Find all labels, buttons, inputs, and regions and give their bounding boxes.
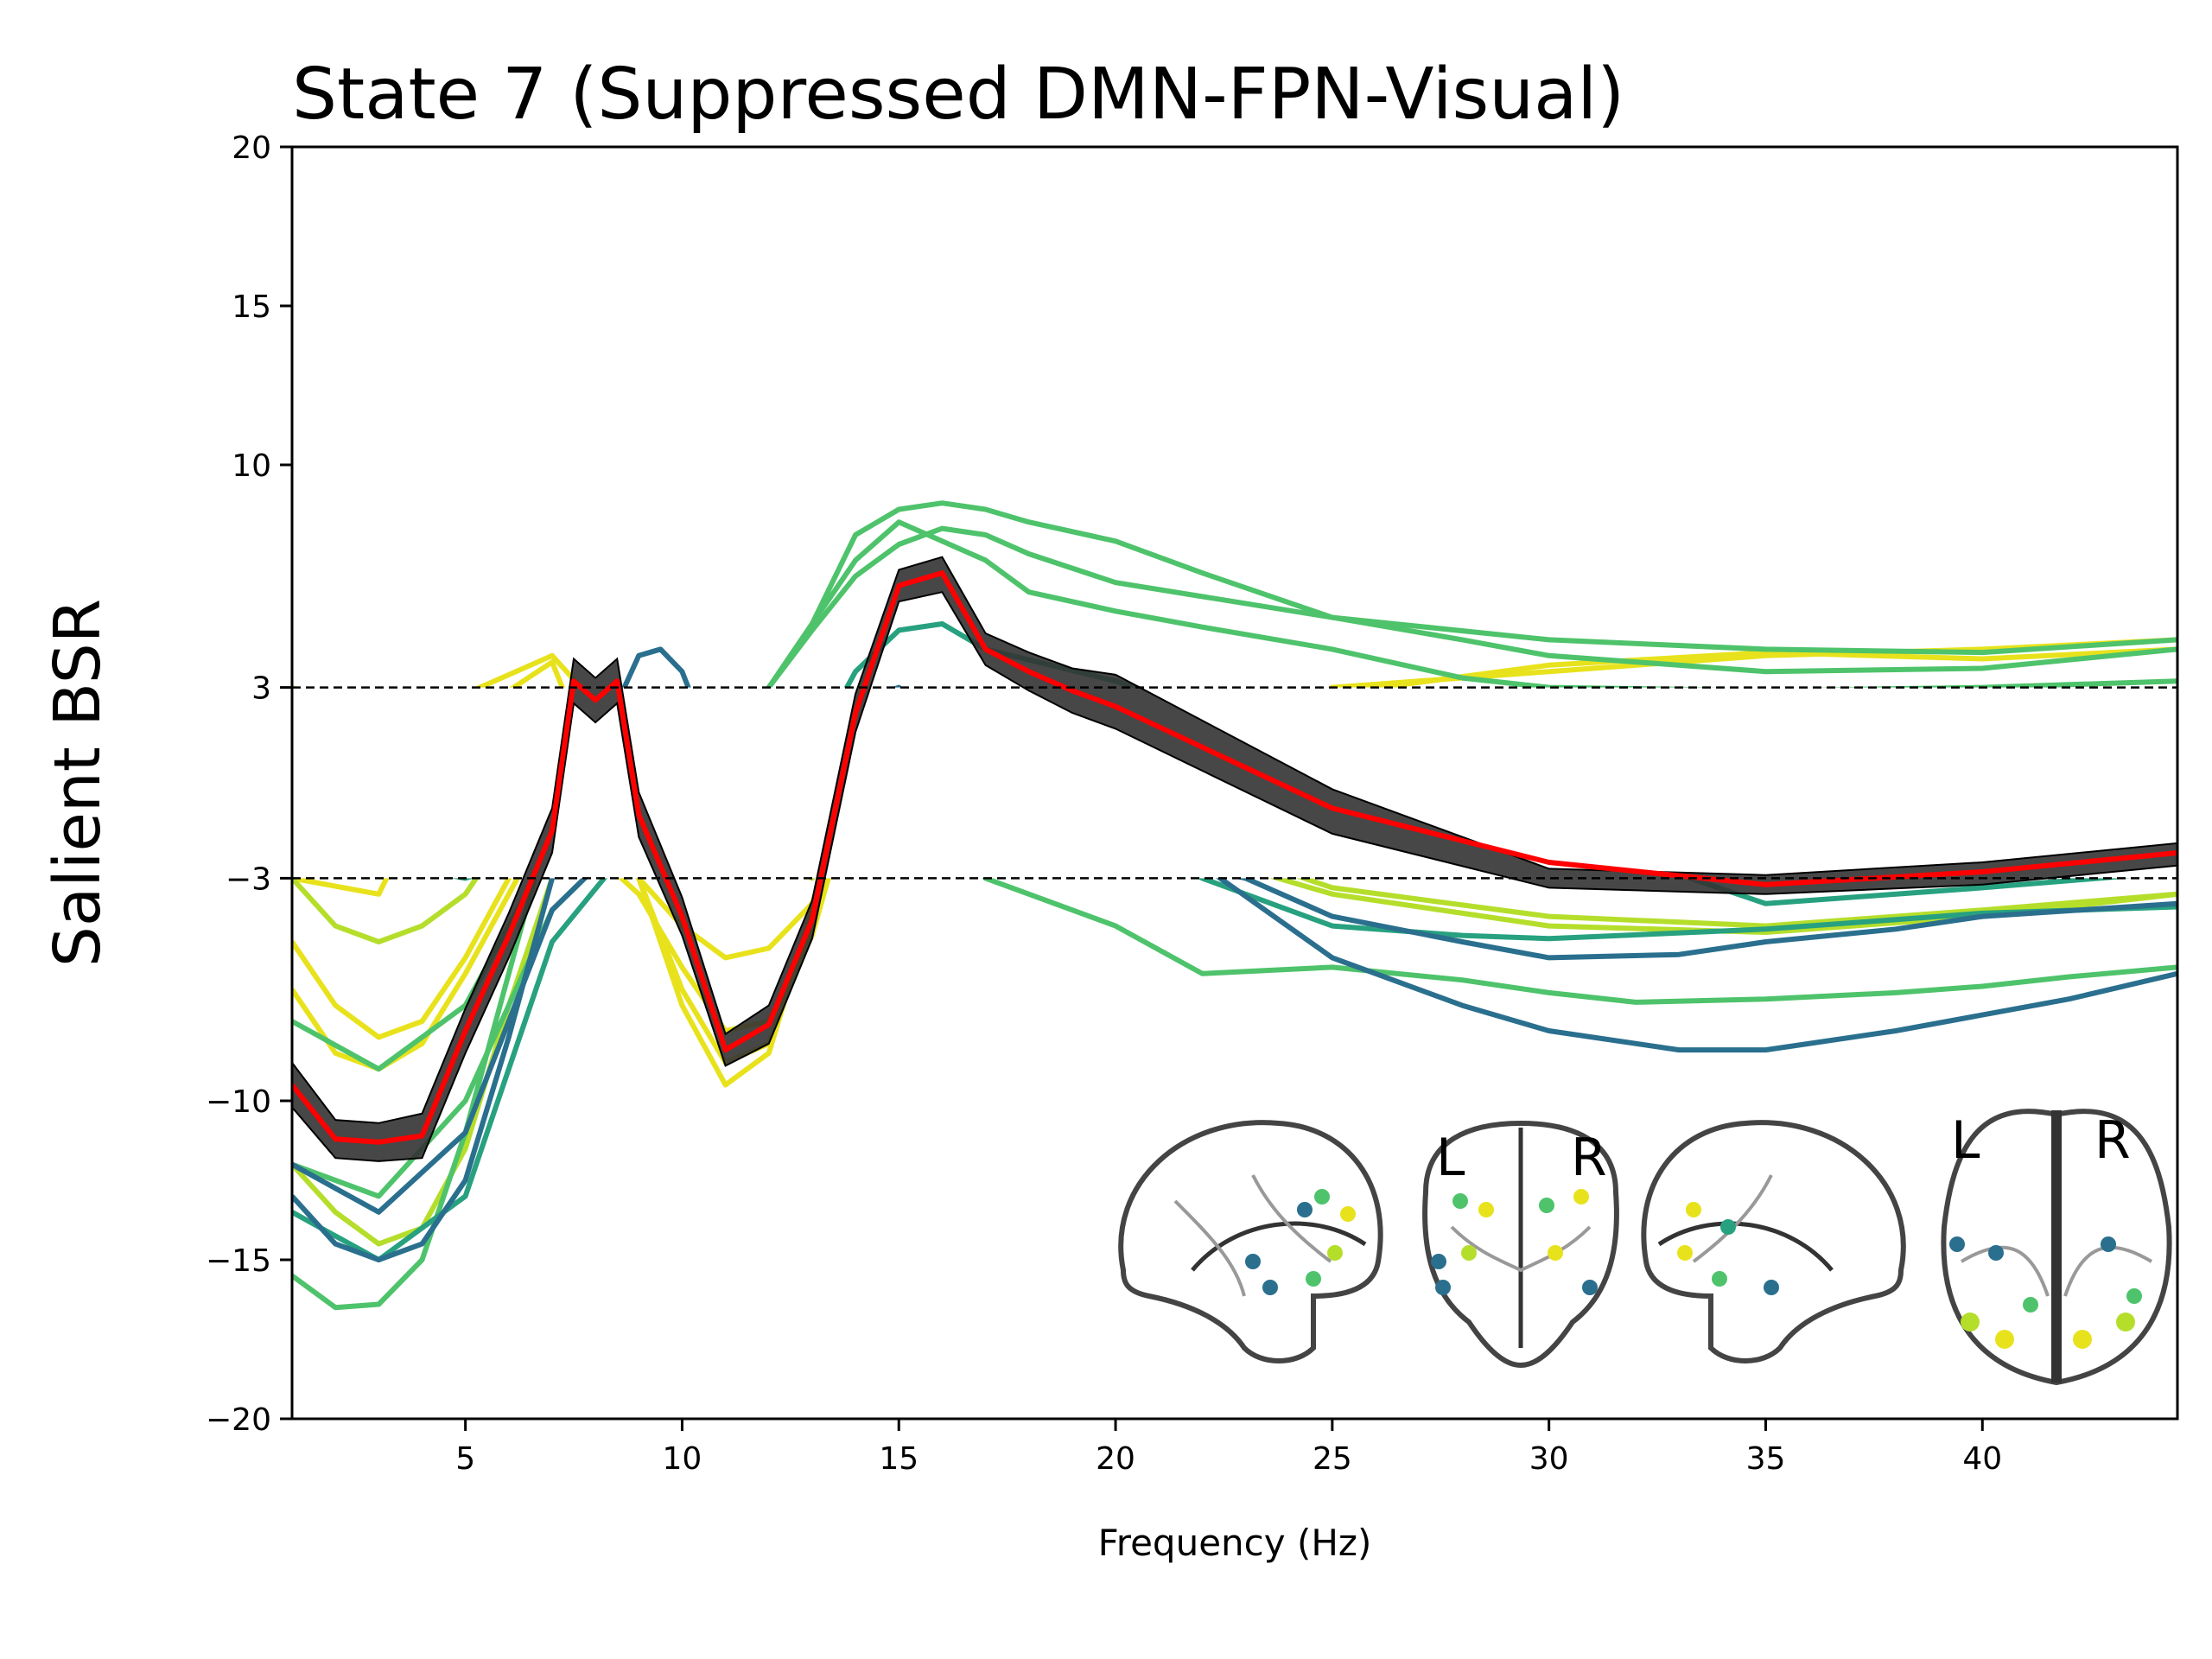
series-line-14 [292,780,2177,1215]
x-tick-label-30: 30 [1529,1441,1569,1477]
y-tick-label-6: 15 [232,289,271,325]
x-tick-label-20: 20 [1096,1441,1135,1477]
brain-coronal [1422,1120,1619,1369]
y-tick-label-1: −15 [206,1243,271,1279]
y-tick-label-7: 20 [232,130,271,166]
brain-sagittal-right [1641,1120,1906,1363]
x-tick-label-10: 10 [663,1441,702,1477]
y-axis-label: Salient BSR [41,599,115,967]
brain-axial [1941,1109,2172,1386]
brain-label-right-1: R [1571,1128,1607,1188]
brain-label-left-1: L [1436,1128,1465,1188]
series-line-7 [292,519,2177,1311]
x-tick-label-5: 5 [455,1441,475,1477]
x-tick-label-15: 15 [879,1441,918,1477]
series-layer [292,500,2177,1311]
brain-label-right-2: R [2094,1110,2131,1171]
brain-nodes [1245,1189,2142,1349]
plot-frame [290,145,2179,1421]
x-tick-label-35: 35 [1746,1441,1786,1477]
mean-series-line [292,570,2177,1145]
mean-layer [292,556,2177,1162]
y-axis: −20 −15 −10 −3 3 10 15 20 [206,130,292,1438]
brain-label-left-2: L [1951,1110,1980,1171]
x-axis-label: Frequency (Hz) [1098,1522,1372,1564]
y-tick-label-0: −20 [206,1402,271,1438]
y-tick-label-4: 3 [251,671,271,707]
plot-area [292,500,2177,1311]
y-tick-label-2: −10 [206,1084,271,1120]
chart-title: State 7 (Suppressed DMN-FPN-Visual) [292,54,1624,136]
x-tick-label-25: 25 [1313,1441,1352,1477]
x-tick-label-40: 40 [1962,1441,2002,1477]
y-tick-label-5: 10 [232,448,271,484]
y-tick-label-3: −3 [226,861,271,897]
mean-confidence-band [292,556,2177,1162]
brain-sagittal-left [1118,1120,1383,1363]
brain-glass-inset: L R L R [1118,1109,2172,1386]
x-axis: 5 10 15 20 25 30 35 40 [455,1419,2002,1477]
